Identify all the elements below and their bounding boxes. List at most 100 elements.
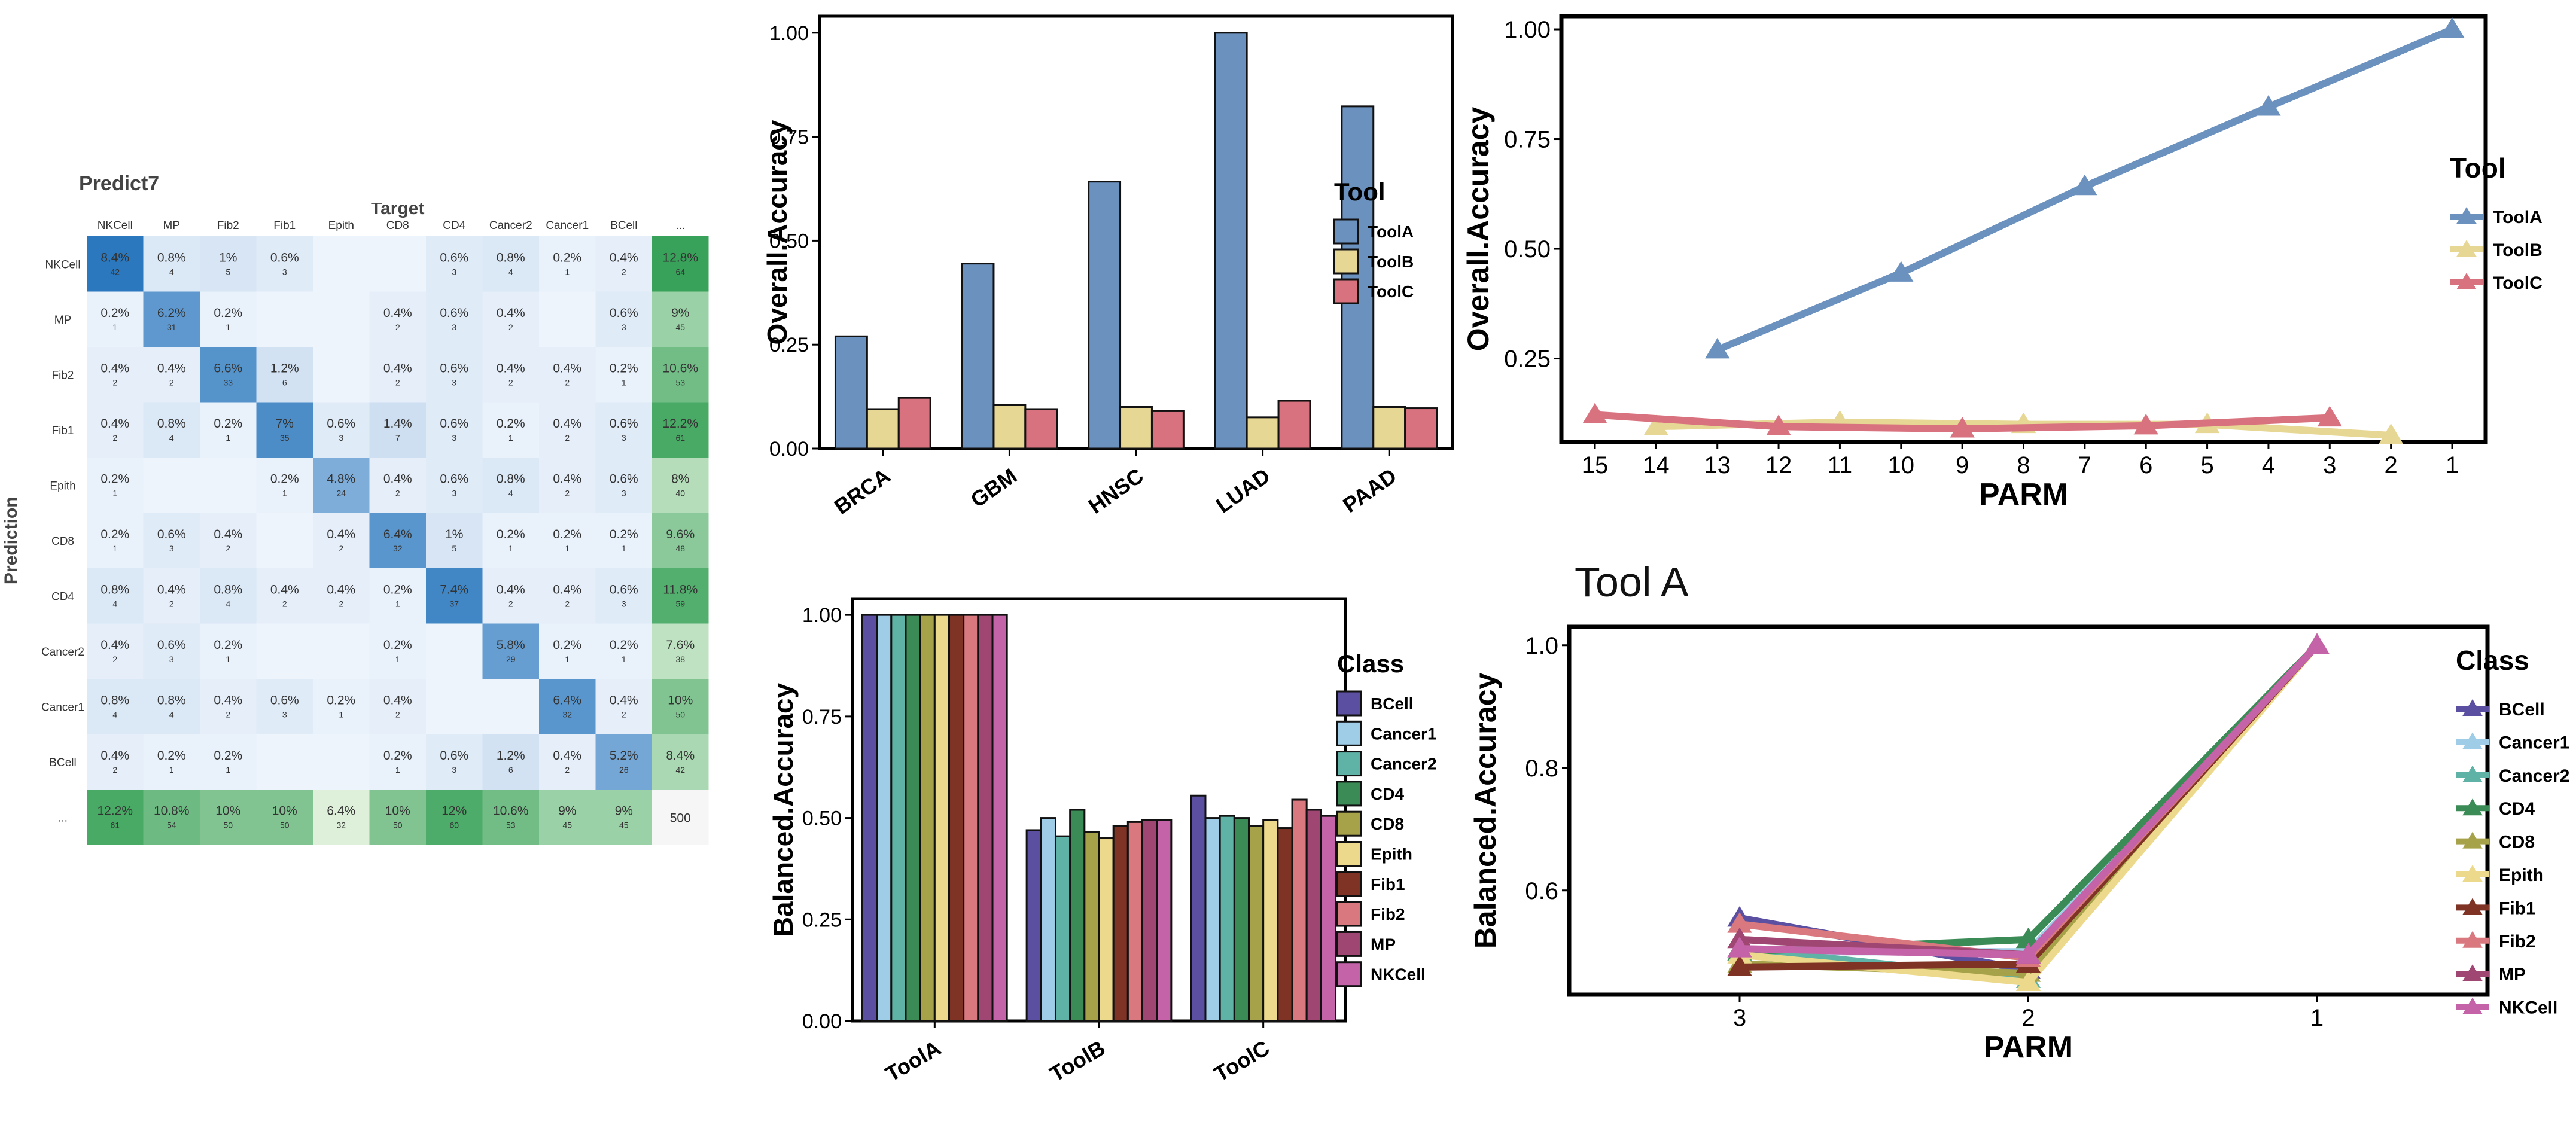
heatmap-cell-count: 26 <box>619 765 629 775</box>
bar <box>977 614 994 1022</box>
legend-swatch <box>1336 901 1362 927</box>
heatmap-cell <box>313 623 370 679</box>
bar <box>992 404 1027 450</box>
heatmap-cell-percent: 0.4% <box>101 749 129 763</box>
heatmap-cell-count: 2 <box>395 322 400 332</box>
heatmap-cell-count: 61 <box>110 820 120 830</box>
series-point <box>1950 417 1975 438</box>
x-tick-label: 15 <box>1582 452 1609 478</box>
heatmap-cell <box>256 291 313 347</box>
series-point <box>1705 337 1730 359</box>
heatmap-cell-percent: 0.2% <box>214 417 242 431</box>
bar <box>1126 821 1144 1022</box>
legend-label: ToolA <box>1368 222 1414 241</box>
heatmap-cell <box>143 291 200 347</box>
heatmap-cell-percent: 0.6% <box>157 528 186 541</box>
heatmap-cell-percent: 0.6% <box>610 306 638 320</box>
heatmap-cell <box>369 402 426 458</box>
legend-swatch <box>1333 278 1359 304</box>
heatmap-cell-percent: 0.2% <box>327 693 355 707</box>
heatmap-cell-percent: 9% <box>615 804 633 818</box>
heatmap-cell <box>256 734 313 790</box>
heatmap-cell-percent: 0.4% <box>553 749 581 763</box>
bar <box>1150 410 1185 450</box>
heatmap-cell-percent: 0.4% <box>497 306 525 320</box>
heatmap-cell-percent: 6.4% <box>383 528 412 541</box>
heatmap-cell-percent: 0.4% <box>553 361 581 375</box>
heatmap-cell-count: 3 <box>452 377 456 387</box>
heatmap-cell <box>652 790 709 845</box>
heatmap-cell <box>426 568 483 624</box>
heatmap-cell-percent: 0.4% <box>383 306 412 320</box>
x-tick-label: 1 <box>2446 452 2459 478</box>
x-tick-label: 8 <box>2017 452 2030 478</box>
y-tick-label: 0.6 <box>1525 878 1558 904</box>
heatmap-cell-count: 2 <box>226 544 230 553</box>
heatmap-cell <box>652 679 709 734</box>
x-tick-label: ToolB <box>1046 1035 1110 1086</box>
heatmap-cell-percent: 0.4% <box>383 693 412 707</box>
bar <box>1156 819 1173 1022</box>
heatmap-cell-percent: 0.2% <box>383 749 412 763</box>
heatmap-cell <box>369 236 426 292</box>
y-axis-title: Balanced.Accuracy <box>768 682 799 937</box>
bar <box>1024 408 1058 450</box>
legend-label: Fib1 <box>2499 898 2536 918</box>
heatmap-cell <box>426 347 483 403</box>
heatmap-cell-percent: 0.8% <box>101 583 129 596</box>
heatmap-cell <box>369 568 426 624</box>
heatmap-cell-percent: 0.2% <box>270 472 299 486</box>
heatmap-cell-count: 2 <box>339 544 343 553</box>
heatmap-cell-count: 1 <box>622 377 626 387</box>
legend-title: Class <box>1337 650 1404 678</box>
heatmap-cell-percent: 0.6% <box>440 306 468 320</box>
heatmap-cell-percent: 0.6% <box>610 417 638 431</box>
heatmap-cell-percent: 0.4% <box>157 583 186 596</box>
overall-accuracy-bar-chart: 0.00 0.25 0.50 0.75 1.00 Overall.Accuracy BRCA… <box>762 14 1454 519</box>
heatmap-cell-count: 2 <box>565 765 570 775</box>
heatmap-cell-percent: 0.2% <box>610 528 638 541</box>
heatmap-cell <box>256 790 313 845</box>
legend-swatch <box>1336 871 1362 897</box>
legend-label: ToolB <box>2493 240 2542 260</box>
heatmap-cell-count: 2 <box>112 377 117 387</box>
x-tick-label: LUAD <box>1211 464 1274 518</box>
heatmap-cell <box>200 679 257 734</box>
heatmap-cell-count: 32 <box>562 709 572 719</box>
heatmap-cell-count: 1 <box>565 654 570 664</box>
heatmap-cell <box>595 623 652 679</box>
heatmap-cell-percent: 0.4% <box>383 361 412 375</box>
legend-label: Cancer2 <box>1371 755 1437 773</box>
heatmap-cell <box>256 458 313 513</box>
legend-label: Epith <box>2499 865 2544 885</box>
heatmap-cell <box>369 513 426 568</box>
x-tick-label: 11 <box>1828 452 1853 478</box>
bar <box>1119 406 1153 450</box>
heatmap-cell-percent: 7.4% <box>440 583 468 596</box>
y-tick-label: 0.50 <box>1504 236 1551 263</box>
heatmap-cell-percent: 0.2% <box>157 749 186 763</box>
legend-label: CD8 <box>2499 833 2535 852</box>
y-tick-label: 0.75 <box>1504 127 1551 153</box>
heatmap-cell <box>87 291 144 347</box>
heatmap-cell <box>482 347 539 403</box>
y-axis-title: Balanced.Accuracy <box>1469 673 1502 949</box>
series-point <box>2015 943 2041 964</box>
x-tick-label: HNSC <box>1084 464 1148 519</box>
legend-swatch <box>1336 961 1362 987</box>
legend-swatch <box>1336 720 1362 746</box>
legend-label: CD4 <box>1371 785 1404 803</box>
heatmap-cell <box>539 568 596 624</box>
heatmap-cell <box>426 291 483 347</box>
heatmap-cell <box>256 347 313 403</box>
heatmap-cell-percent: 10% <box>215 804 240 818</box>
bar <box>1141 819 1158 1022</box>
heatmap-cell-percent: 0.4% <box>553 417 581 431</box>
heatmap-cell <box>313 347 370 403</box>
heatmap-cell-count: 2 <box>622 709 626 719</box>
heatmap-cell-percent: 12.2% <box>97 804 133 818</box>
heatmap-cell-percent: 4.8% <box>327 472 355 486</box>
legend-swatch <box>1336 781 1362 807</box>
heatmap-cell-percent: 1.4% <box>383 417 412 431</box>
